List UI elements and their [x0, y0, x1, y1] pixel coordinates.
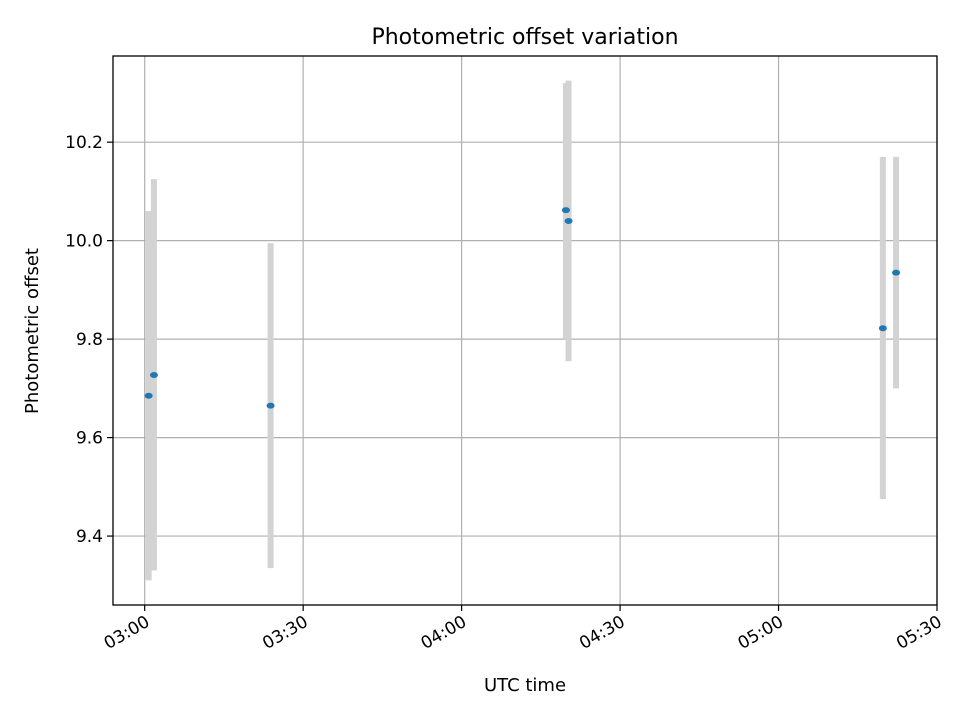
error-bars [145, 80, 900, 581]
x-tick-label: 05:00 [735, 612, 787, 654]
x-axis-label: UTC time [484, 675, 566, 696]
x-tick-label: 03:30 [259, 612, 311, 654]
grid [113, 56, 938, 605]
y-tick-label: 10.2 [65, 133, 103, 153]
data-point [266, 402, 275, 409]
plot-frame [112, 55, 938, 606]
x-tick-label: 05:30 [893, 612, 945, 654]
data-point [878, 325, 887, 332]
x-tick-label: 03:00 [101, 612, 153, 654]
y-tick-label: 9.6 [76, 429, 103, 449]
x-axis-ticks: 03:00 03:30 04:00 04:30 05:00 05:30 [101, 605, 946, 654]
data-point [561, 207, 570, 214]
y-axis-label: Photometric offset [22, 248, 43, 414]
y-axis-ticks: 9.4 9.6 9.8 10.0 10.2 [65, 133, 113, 547]
data-point [149, 372, 158, 379]
x-tick-label: 04:30 [576, 612, 628, 654]
y-tick-label: 10.0 [65, 232, 103, 252]
data-point [564, 217, 573, 224]
x-tick-label: 04:00 [418, 612, 470, 654]
y-tick-label: 9.8 [76, 330, 103, 350]
data-point [892, 269, 901, 276]
y-tick-label: 9.4 [76, 527, 103, 547]
chart-title: Photometric offset variation [371, 25, 678, 50]
data-point [144, 392, 153, 399]
data-points [144, 207, 901, 409]
